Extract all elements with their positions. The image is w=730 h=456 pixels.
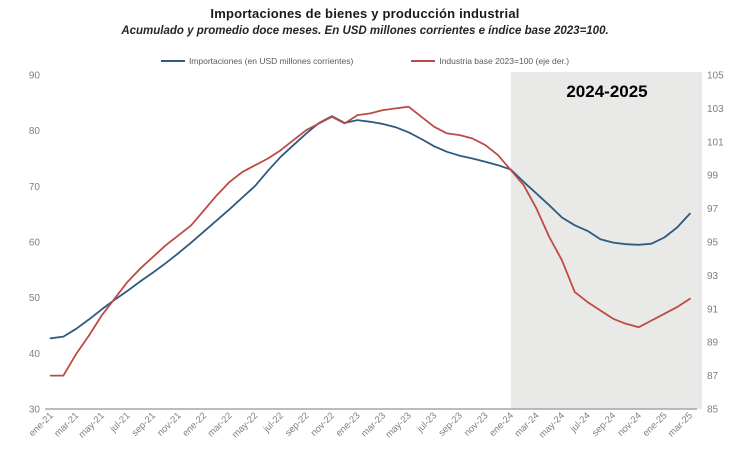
x-tick-may-21: may-21 — [77, 410, 107, 440]
legend-label-industria: Industria base 2023=100 (eje der.) — [439, 56, 570, 66]
x-tick-jul-21: jul-21 — [108, 410, 133, 435]
y-right-tick-103: 103 — [707, 104, 724, 115]
period-annotation: 2024-2025 — [566, 82, 648, 101]
x-tick-ene-25: ene-25 — [641, 410, 670, 439]
y-left-tick-60: 60 — [29, 238, 41, 249]
y-right-tick-87: 87 — [707, 371, 719, 382]
x-tick-nov-23: nov-23 — [462, 410, 490, 438]
industria-line-swatch-icon — [411, 60, 436, 62]
y-right-tick-89: 89 — [707, 338, 719, 349]
legend-item-industria: Industria base 2023=100 (eje der.) — [411, 56, 569, 66]
y-left-tick-80: 80 — [29, 126, 41, 137]
y-right-tick-101: 101 — [707, 137, 724, 148]
x-tick-ene-24: ene-24 — [487, 410, 516, 439]
y-left-tick-90: 90 — [29, 71, 41, 82]
legend: Importaciones (en USD millones corriente… — [0, 56, 730, 66]
industria-line — [49, 105, 691, 377]
y-right-tick-99: 99 — [707, 171, 719, 182]
y-right-tick-85: 85 — [707, 405, 719, 416]
importaciones-line-swatch-icon — [160, 60, 185, 62]
y-left-tick-30: 30 — [29, 405, 41, 416]
importaciones-line — [49, 115, 691, 340]
legend-label-importaciones: Importaciones (en USD millones corriente… — [188, 56, 354, 66]
chart-title: Importaciones de bienes y producción ind… — [210, 6, 520, 21]
x-tick-sep-24: sep-24 — [590, 410, 618, 438]
x-tick-sep-22: sep-22 — [283, 410, 311, 438]
y-right-tick-105: 105 — [707, 71, 724, 82]
y-left-tick-40: 40 — [29, 349, 41, 360]
x-tick-mar-25: mar-25 — [666, 410, 695, 439]
x-tick-mar-24: mar-24 — [513, 410, 542, 439]
x-tick-sep-23: sep-23 — [437, 410, 465, 438]
x-tick-mar-22: mar-22 — [206, 410, 235, 439]
x-tick-ene-22: ene-22 — [180, 410, 209, 439]
y-left-tick-50: 50 — [29, 293, 41, 304]
x-tick-jul-23: jul-23 — [414, 410, 439, 435]
legend-item-importaciones: Importaciones (en USD millones corriente… — [160, 56, 354, 66]
x-tick-sep-21: sep-21 — [130, 410, 158, 438]
x-tick-jul-24: jul-24 — [568, 410, 593, 435]
y-right-tick-91: 91 — [707, 304, 719, 315]
x-tick-nov-21: nov-21 — [155, 410, 183, 438]
x-tick-may-24: may-24 — [537, 410, 567, 440]
x-tick-nov-22: nov-22 — [309, 410, 337, 438]
y-right-tick-97: 97 — [707, 204, 719, 215]
y-right-tick-93: 93 — [707, 271, 719, 282]
chart-subtitle: Acumulado y promedio doce meses. En USD … — [121, 25, 609, 37]
y-left-tick-70: 70 — [29, 182, 41, 193]
x-tick-jul-22: jul-22 — [261, 410, 286, 435]
x-tick-mar-21: mar-21 — [52, 410, 81, 439]
x-tick-ene-23: ene-23 — [334, 410, 363, 439]
x-tick-may-22: may-22 — [230, 410, 260, 440]
y-right-tick-95: 95 — [707, 238, 719, 249]
x-tick-nov-24: nov-24 — [616, 410, 644, 438]
x-tick-may-23: may-23 — [384, 410, 414, 440]
x-tick-mar-23: mar-23 — [359, 410, 388, 439]
